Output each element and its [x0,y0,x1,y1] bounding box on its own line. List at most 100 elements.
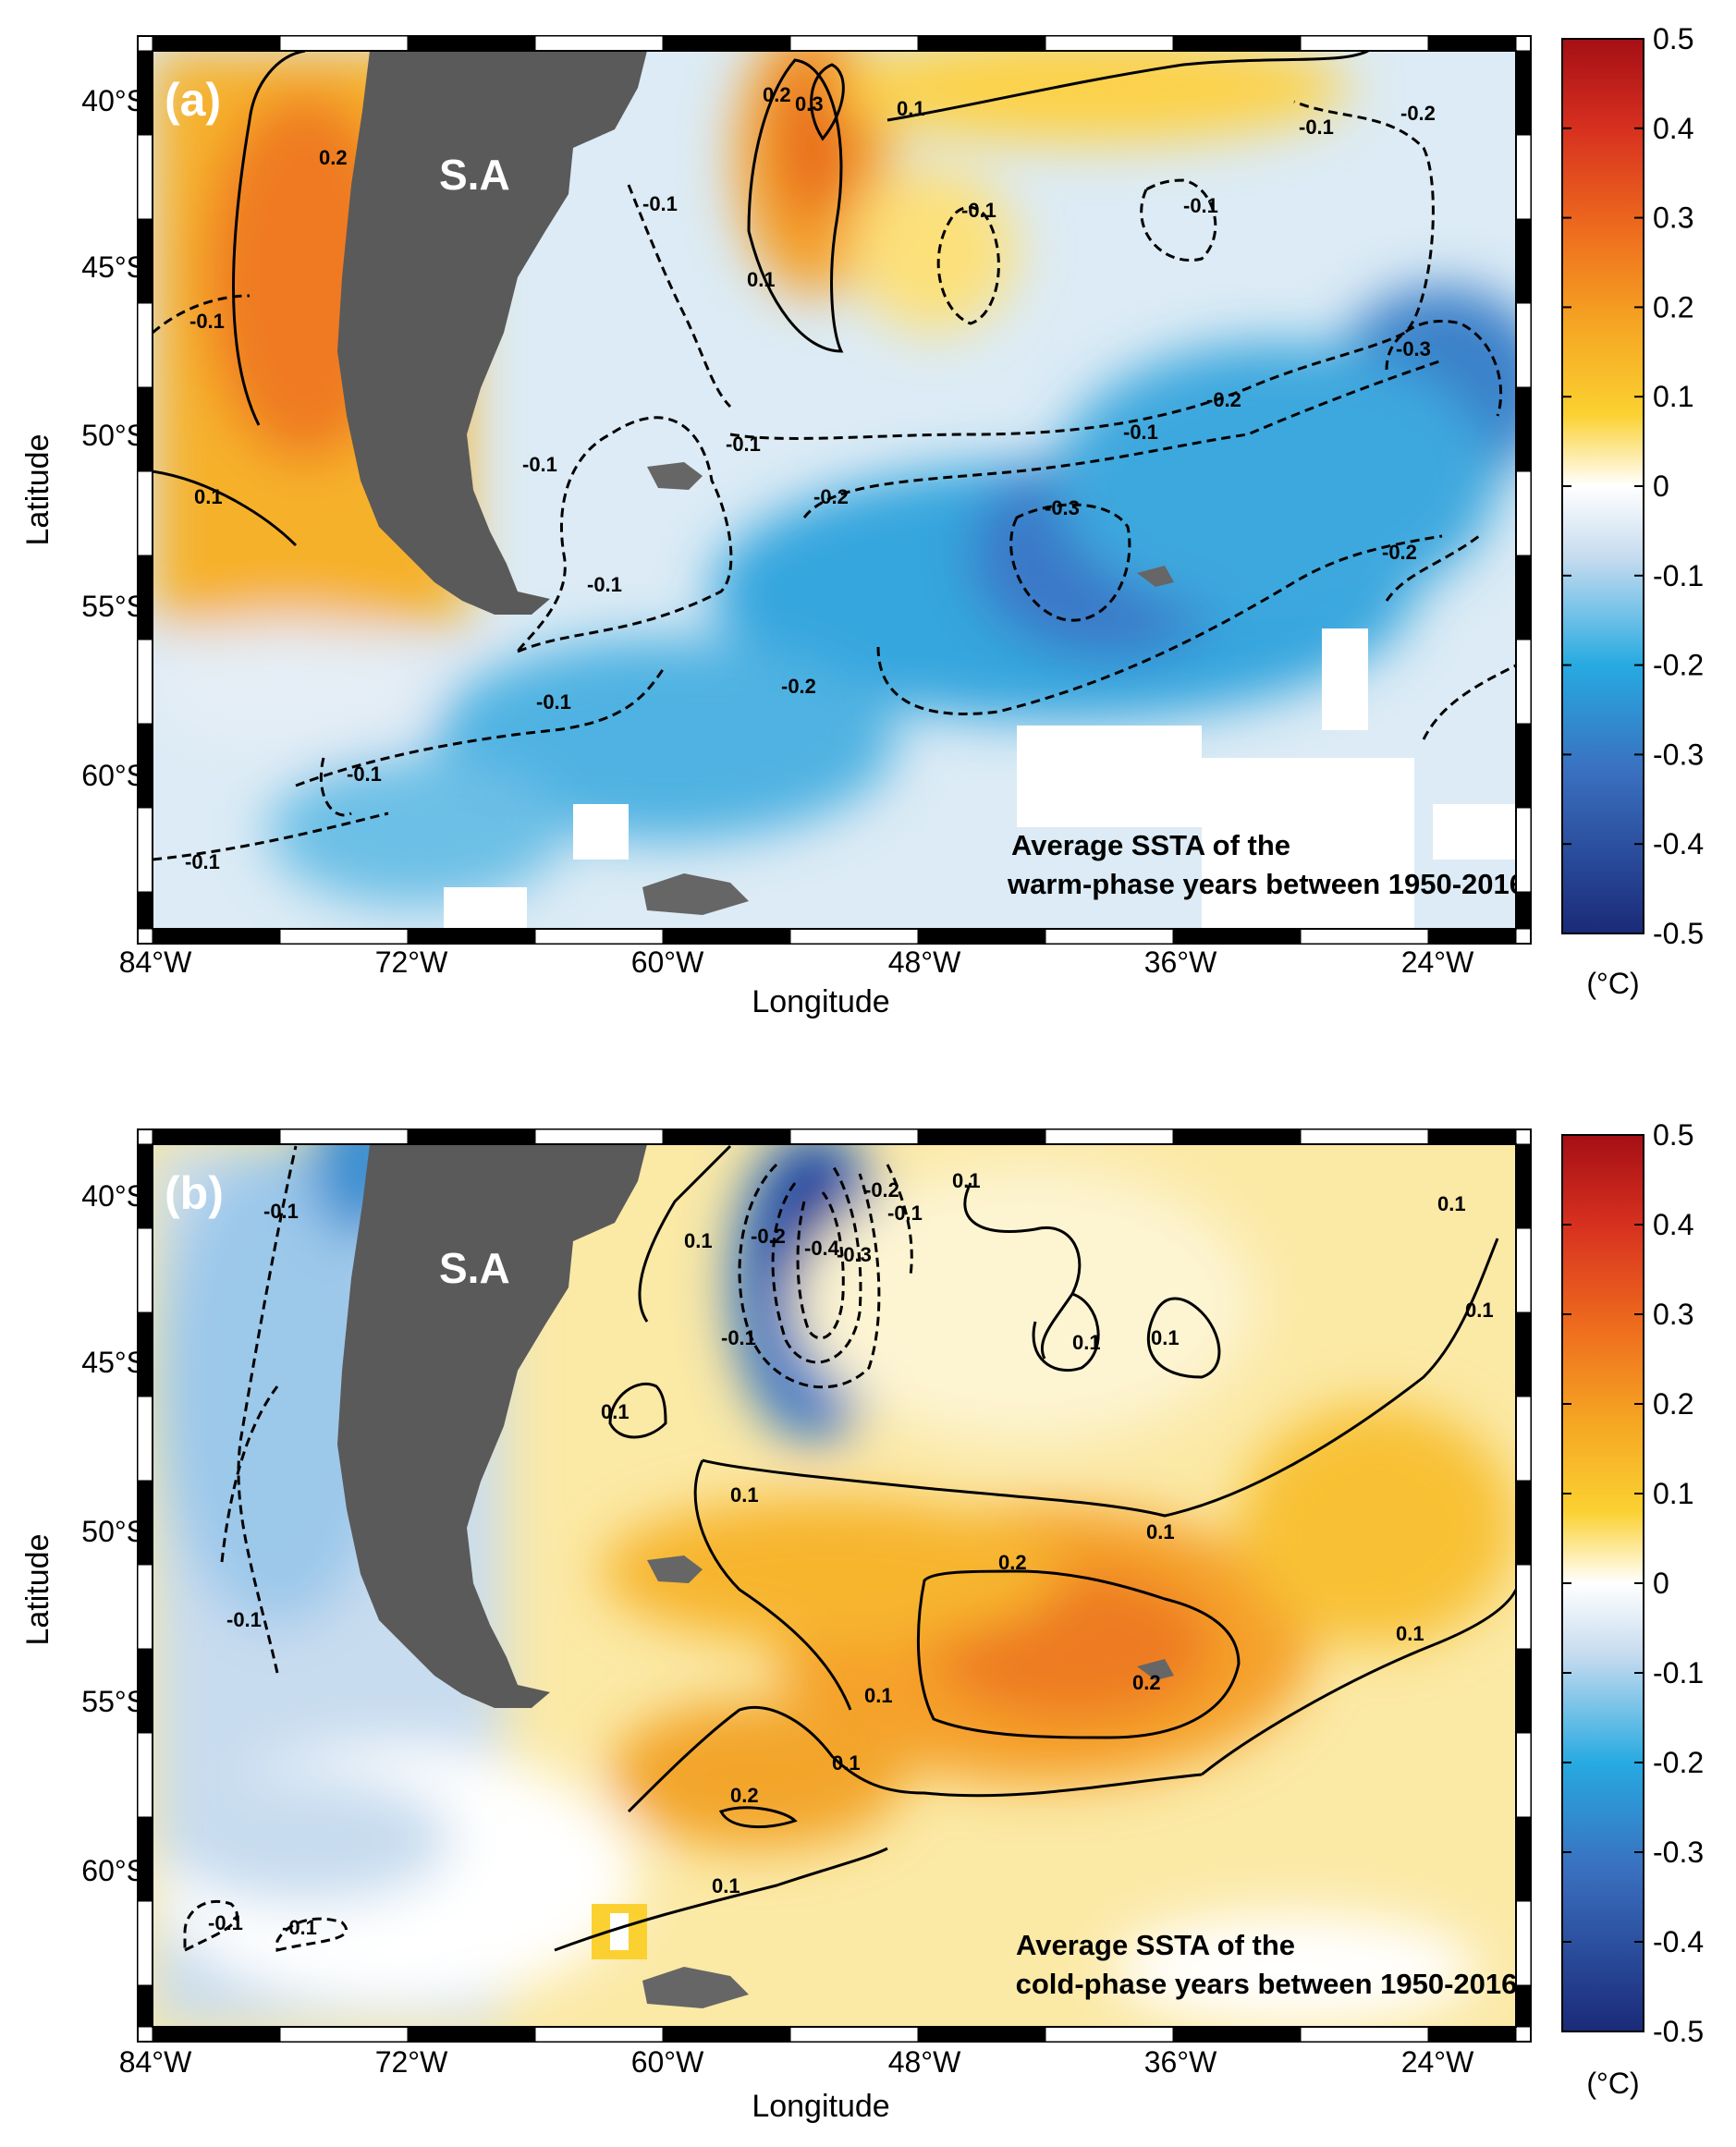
panel-a-frame-segment [152,928,281,945]
panel-a-frame-inner [152,50,1517,930]
panel-b-contour-label: -0.1 [263,1200,299,1223]
panel-a-frame-segment [1515,50,1532,136]
colorbar-unit: (°C) [1586,2067,1639,2100]
panel-a-frame-segment [1172,35,1302,52]
lon-tick: 24°W [1401,945,1474,979]
panel-b-frame-segment [407,1128,536,1145]
panel-b-frame-segment [279,2026,409,2043]
panel-b-frame-segment [534,1128,664,1145]
panel-b-contour-label: 0.2 [998,1551,1027,1574]
panel-a-frame-segment [1515,723,1532,809]
panel-b-frame-segment [1427,2026,1517,2043]
panel-a-contour-label: -0.2 [1382,541,1417,564]
panel-b-south-georgia [1137,1659,1174,1680]
panel-b-frame-segment [1172,1128,1302,1145]
panel-a-caption-line2: warm-phase years between 1950-2016 [1007,868,1525,900]
colorbar-gradient [1561,1134,1644,2032]
panel-a-region-label: S.A [439,151,510,199]
panel-a-frame-segment [1515,134,1532,220]
panel-b-contour-label: -0.3 [837,1243,872,1266]
panel-b-label: (b) [165,1167,224,1219]
panel-a-colorbar: 0.5 0.4 0.3 0.2 0.1 0 -0.1 -0.2 -0.3 -0.4 -0.5 (°C… [1561,22,1704,1000]
panel-b-contour-label: 0.1 [730,1483,759,1507]
colorbar-tick-label: 0.4 [1653,112,1693,145]
panel-b-region-label: S.A [439,1244,510,1292]
panel-a-contour-label: -0.1 [536,690,571,714]
colorbar-tick-label: 0.5 [1653,22,1693,55]
panel-b-lat-ticks: 40°S 45°S 50°S 55°S 60°S [81,1179,146,1887]
lat-tick: 40°S [81,84,146,117]
panel-b-frame-segment [152,2026,281,2043]
panel-b-frame-segment [662,2026,791,2043]
panel-b-contour-label: 0.1 [864,1684,893,1707]
panel-a-contour-label: 0.3 [795,92,824,116]
panel-a-frame-segment [1515,807,1532,893]
colorbar-tick-label: 0.3 [1653,201,1693,235]
panel-a-frame-segment [1515,218,1532,304]
panel-b-contour-label: -0.4 [804,1237,840,1260]
lat-tick: 45°S [81,250,146,284]
panel-a-frame-segment [534,928,664,945]
panel-b-ylabel: Latitude [20,1534,55,1646]
panel-b-contour-label: 0.1 [832,1751,861,1775]
panel-a-frame-segment [1300,928,1429,945]
lon-tick: 60°W [631,2045,704,2079]
panel-b-lon-ticks: 84°W 72°W 60°W 48°W 36°W 24°W [119,2045,1474,2079]
panel-b-contour-label: -0.2 [864,1178,899,1202]
panel-b-frame-segment [152,1128,281,1145]
panel-a-frame-segment [137,639,153,725]
panel-b-frame-segment [137,1396,153,1482]
panel-b-south-america-land [337,1144,647,1708]
panel-a-frame-segment [279,35,409,52]
panel-b-contour-label: -0.2 [751,1225,786,1248]
lat-tick: 60°S [81,759,146,792]
panel-a-contour-label: -0.2 [1206,388,1241,411]
panel-a-lon-ticks: 84°W 72°W 60°W 48°W 36°W 24°W [119,945,1474,979]
panel-a-frame-segment [1515,386,1532,472]
panel-a-frame-segment [917,35,1046,52]
panel-b-frame-inner [152,1143,1517,2028]
panel-b-antarctic-peninsula [642,1967,749,2008]
lon-tick: 48°W [888,945,961,979]
panel-a-xlabel: Longitude [752,984,889,1019]
lat-tick: 45°S [81,1346,146,1379]
panel-a-contour-label: -0.1 [1123,421,1158,444]
colorbar-tick-label: 0 [1653,470,1669,503]
panel-a-frame-segment [1515,891,1532,930]
panel-b-contour-label: -0.1 [208,1911,243,1934]
colorbar-tick-label: -0.5 [1653,2015,1704,2048]
panel-a-frame-segment [137,807,153,893]
panel-a-frame-segment [917,928,1046,945]
panel-a-frame-segment [1172,928,1302,945]
panel-b-frame-segment [1427,1128,1517,1145]
panel-b-frame-segment [662,1128,791,1145]
colorbar-unit: (°C) [1586,967,1639,1000]
panel-a-contour-label: 0.2 [319,146,348,169]
panel-a-contour-label: -0.1 [1183,194,1218,217]
panel-b-contour-label: 0.1 [1437,1192,1466,1215]
colorbar-tick-label: -0.3 [1653,1836,1704,1869]
lon-tick: 36°W [1144,2045,1217,2079]
panel-b-contour-label: 0.1 [952,1169,981,1192]
panel-b-colorbar: 0.5 0.4 0.3 0.2 0.1 0 -0.1 -0.2 -0.3 -0.4 -0.5 (°C… [1561,1118,1704,2100]
panel-a-lat-ticks: 40°S 45°S 50°S 55°S 60°S [81,84,146,792]
panel-a-frame-segment [1427,928,1517,945]
panel-a-contour-label: -0.1 [522,453,557,476]
lon-tick: 48°W [888,2045,961,2079]
panel-b-frame-segment [1172,2026,1302,2043]
panel-a-contour-label: 0.1 [897,97,925,120]
lon-tick: 84°W [119,945,192,979]
panel-a-contour-label: -0.3 [1045,496,1080,519]
panel-a-contour-label: -0.1 [961,199,996,222]
panel-b-contour-label: 0.1 [1396,1622,1424,1645]
panel-a-contour-label: -0.1 [1299,116,1334,139]
panel-a-contour-label: -0.1 [189,310,225,333]
panel-a-frame-segment [152,35,281,52]
panel-b-contour-label: 0.1 [1465,1299,1494,1322]
lat-tick: 60°S [81,1854,146,1887]
panel-b-contour-label: 0.2 [1132,1671,1161,1694]
lon-tick: 72°W [375,2045,448,2079]
colorbar-tick-label: -0.3 [1653,738,1704,771]
colorbar-tick-label: 0.2 [1653,290,1693,323]
panel-b-frame-segment [1515,1648,1532,1734]
